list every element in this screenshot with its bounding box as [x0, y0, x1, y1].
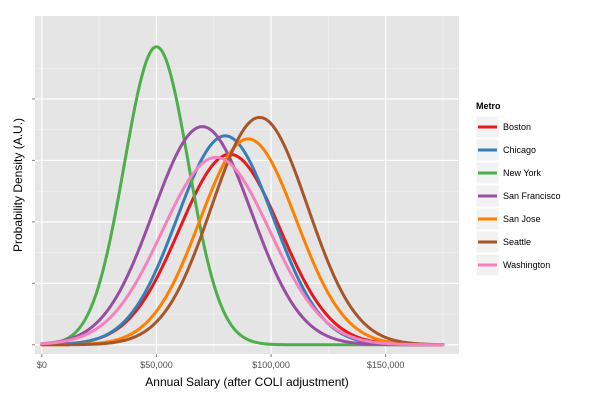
- legend-label-chicago: Chicago: [503, 145, 536, 155]
- legend-label-new-york: New York: [503, 168, 542, 178]
- legend-title: Metro: [476, 101, 501, 111]
- legend-items: Boston Chicago New York San Francisco San Jo…: [475, 115, 561, 277]
- legend-label-san-jose: San Jose: [503, 214, 541, 224]
- y-axis-title: Probability Density (A.U.): [11, 118, 25, 252]
- x-tick-label: $0: [37, 360, 47, 370]
- x-axis-title: Annual Salary (after COLI adjustment): [145, 375, 348, 389]
- major-gridlines: [35, 16, 459, 354]
- series-line-san-francisco: [40, 125, 445, 347]
- legend-label-boston: Boston: [503, 122, 531, 132]
- series-line-washington: [40, 155, 445, 347]
- legend-label-seattle: Seattle: [503, 237, 531, 247]
- axis-ticks: $0 $50,000 $100,000 $150,000: [32, 98, 405, 370]
- x-tick-label: $100,000: [252, 360, 290, 370]
- legend-label-washington: Washington: [503, 260, 550, 270]
- x-tick-label: $50,000: [140, 360, 173, 370]
- series-line-seattle: [40, 115, 445, 347]
- legend: Metro Boston Chicago New York San Francisco…: [475, 101, 561, 277]
- x-tick-label: $150,000: [367, 360, 405, 370]
- series-lines: [40, 45, 445, 347]
- legend-label-san-francisco: San Francisco: [503, 191, 561, 201]
